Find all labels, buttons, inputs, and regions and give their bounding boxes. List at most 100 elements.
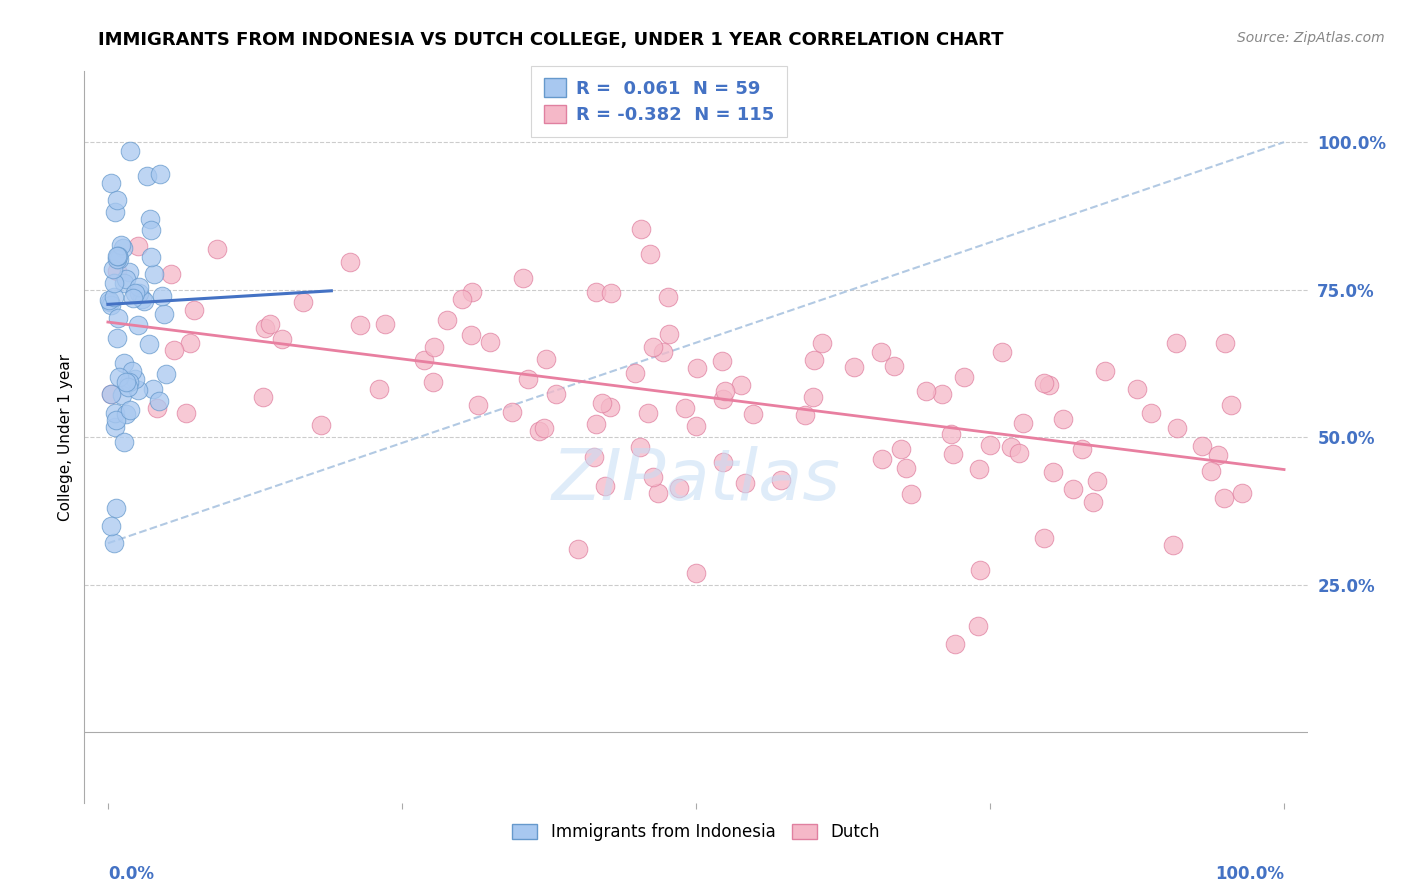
- Point: [107, 264, 129, 278]
- Point: [1000, 440, 1022, 454]
- Point: [436, 313, 458, 327]
- Point: [104, 419, 127, 434]
- Point: [112, 241, 135, 255]
- Point: [127, 239, 149, 253]
- Point: [103, 290, 125, 304]
- Point: [501, 405, 523, 419]
- Point: [374, 317, 396, 331]
- Point: [1208, 449, 1230, 463]
- Point: [931, 386, 953, 401]
- Point: [842, 360, 865, 375]
- Point: [1139, 406, 1161, 420]
- Point: [146, 401, 169, 416]
- Point: [637, 406, 659, 420]
- Point: [952, 370, 974, 384]
- Point: [979, 438, 1001, 452]
- Point: [1166, 421, 1188, 435]
- Point: [599, 401, 621, 415]
- Point: [467, 398, 489, 412]
- Point: [685, 566, 707, 580]
- Point: [100, 518, 122, 533]
- Point: [900, 487, 922, 501]
- Point: [100, 387, 122, 401]
- Point: [793, 408, 815, 422]
- Point: [104, 204, 127, 219]
- Point: [136, 169, 159, 183]
- Point: [585, 285, 607, 299]
- Legend: Immigrants from Indonesia, Dutch: Immigrants from Indonesia, Dutch: [503, 814, 889, 849]
- Point: [100, 386, 122, 401]
- Point: [967, 619, 990, 633]
- Point: [163, 343, 186, 357]
- Point: [112, 435, 135, 450]
- Point: [1161, 538, 1184, 552]
- Point: [450, 292, 472, 306]
- Point: [149, 167, 172, 181]
- Point: [478, 335, 501, 350]
- Point: [105, 252, 128, 266]
- Point: [624, 366, 647, 380]
- Point: [591, 396, 613, 410]
- Point: [1219, 398, 1241, 412]
- Point: [582, 450, 605, 465]
- Point: [179, 335, 201, 350]
- Point: [108, 252, 131, 267]
- Point: [127, 318, 149, 332]
- Point: [142, 382, 165, 396]
- Point: [292, 294, 315, 309]
- Y-axis label: College, Under 1 year: College, Under 1 year: [58, 353, 73, 521]
- Point: [413, 352, 436, 367]
- Point: [100, 298, 122, 312]
- Point: [254, 320, 277, 334]
- Point: [811, 336, 834, 351]
- Point: [259, 317, 281, 331]
- Point: [114, 272, 136, 286]
- Point: [422, 375, 444, 389]
- Point: [896, 461, 918, 475]
- Point: [111, 388, 134, 402]
- Point: [943, 636, 966, 650]
- Point: [534, 352, 557, 367]
- Point: [1062, 482, 1084, 496]
- Point: [803, 352, 825, 367]
- Point: [150, 289, 173, 303]
- Point: [641, 340, 664, 354]
- Point: [176, 405, 198, 419]
- Point: [110, 238, 132, 252]
- Point: [652, 345, 675, 359]
- Point: [801, 391, 824, 405]
- Point: [567, 542, 589, 557]
- Point: [685, 419, 707, 434]
- Point: [128, 285, 150, 300]
- Point: [734, 475, 756, 490]
- Point: [770, 474, 793, 488]
- Text: ZIPatlas: ZIPatlas: [551, 447, 841, 516]
- Point: [1166, 336, 1188, 351]
- Point: [869, 345, 891, 359]
- Point: [141, 223, 163, 237]
- Point: [713, 455, 735, 469]
- Point: [890, 442, 912, 457]
- Point: [1191, 439, 1213, 453]
- Point: [368, 383, 391, 397]
- Point: [155, 367, 177, 381]
- Point: [107, 331, 129, 345]
- Point: [160, 267, 183, 281]
- Point: [1052, 412, 1074, 426]
- Point: [107, 311, 129, 326]
- Point: [339, 255, 361, 269]
- Point: [270, 332, 292, 346]
- Point: [139, 250, 162, 264]
- Point: [105, 413, 128, 427]
- Point: [686, 360, 709, 375]
- Point: [741, 407, 763, 421]
- Point: [969, 562, 991, 576]
- Point: [533, 421, 555, 435]
- Point: [98, 293, 121, 307]
- Point: [657, 290, 679, 304]
- Point: [112, 276, 135, 290]
- Point: [630, 221, 652, 235]
- Point: [1042, 465, 1064, 479]
- Point: [153, 307, 176, 321]
- Text: IMMIGRANTS FROM INDONESIA VS DUTCH COLLEGE, UNDER 1 YEAR CORRELATION CHART: IMMIGRANTS FROM INDONESIA VS DUTCH COLLE…: [98, 31, 1004, 49]
